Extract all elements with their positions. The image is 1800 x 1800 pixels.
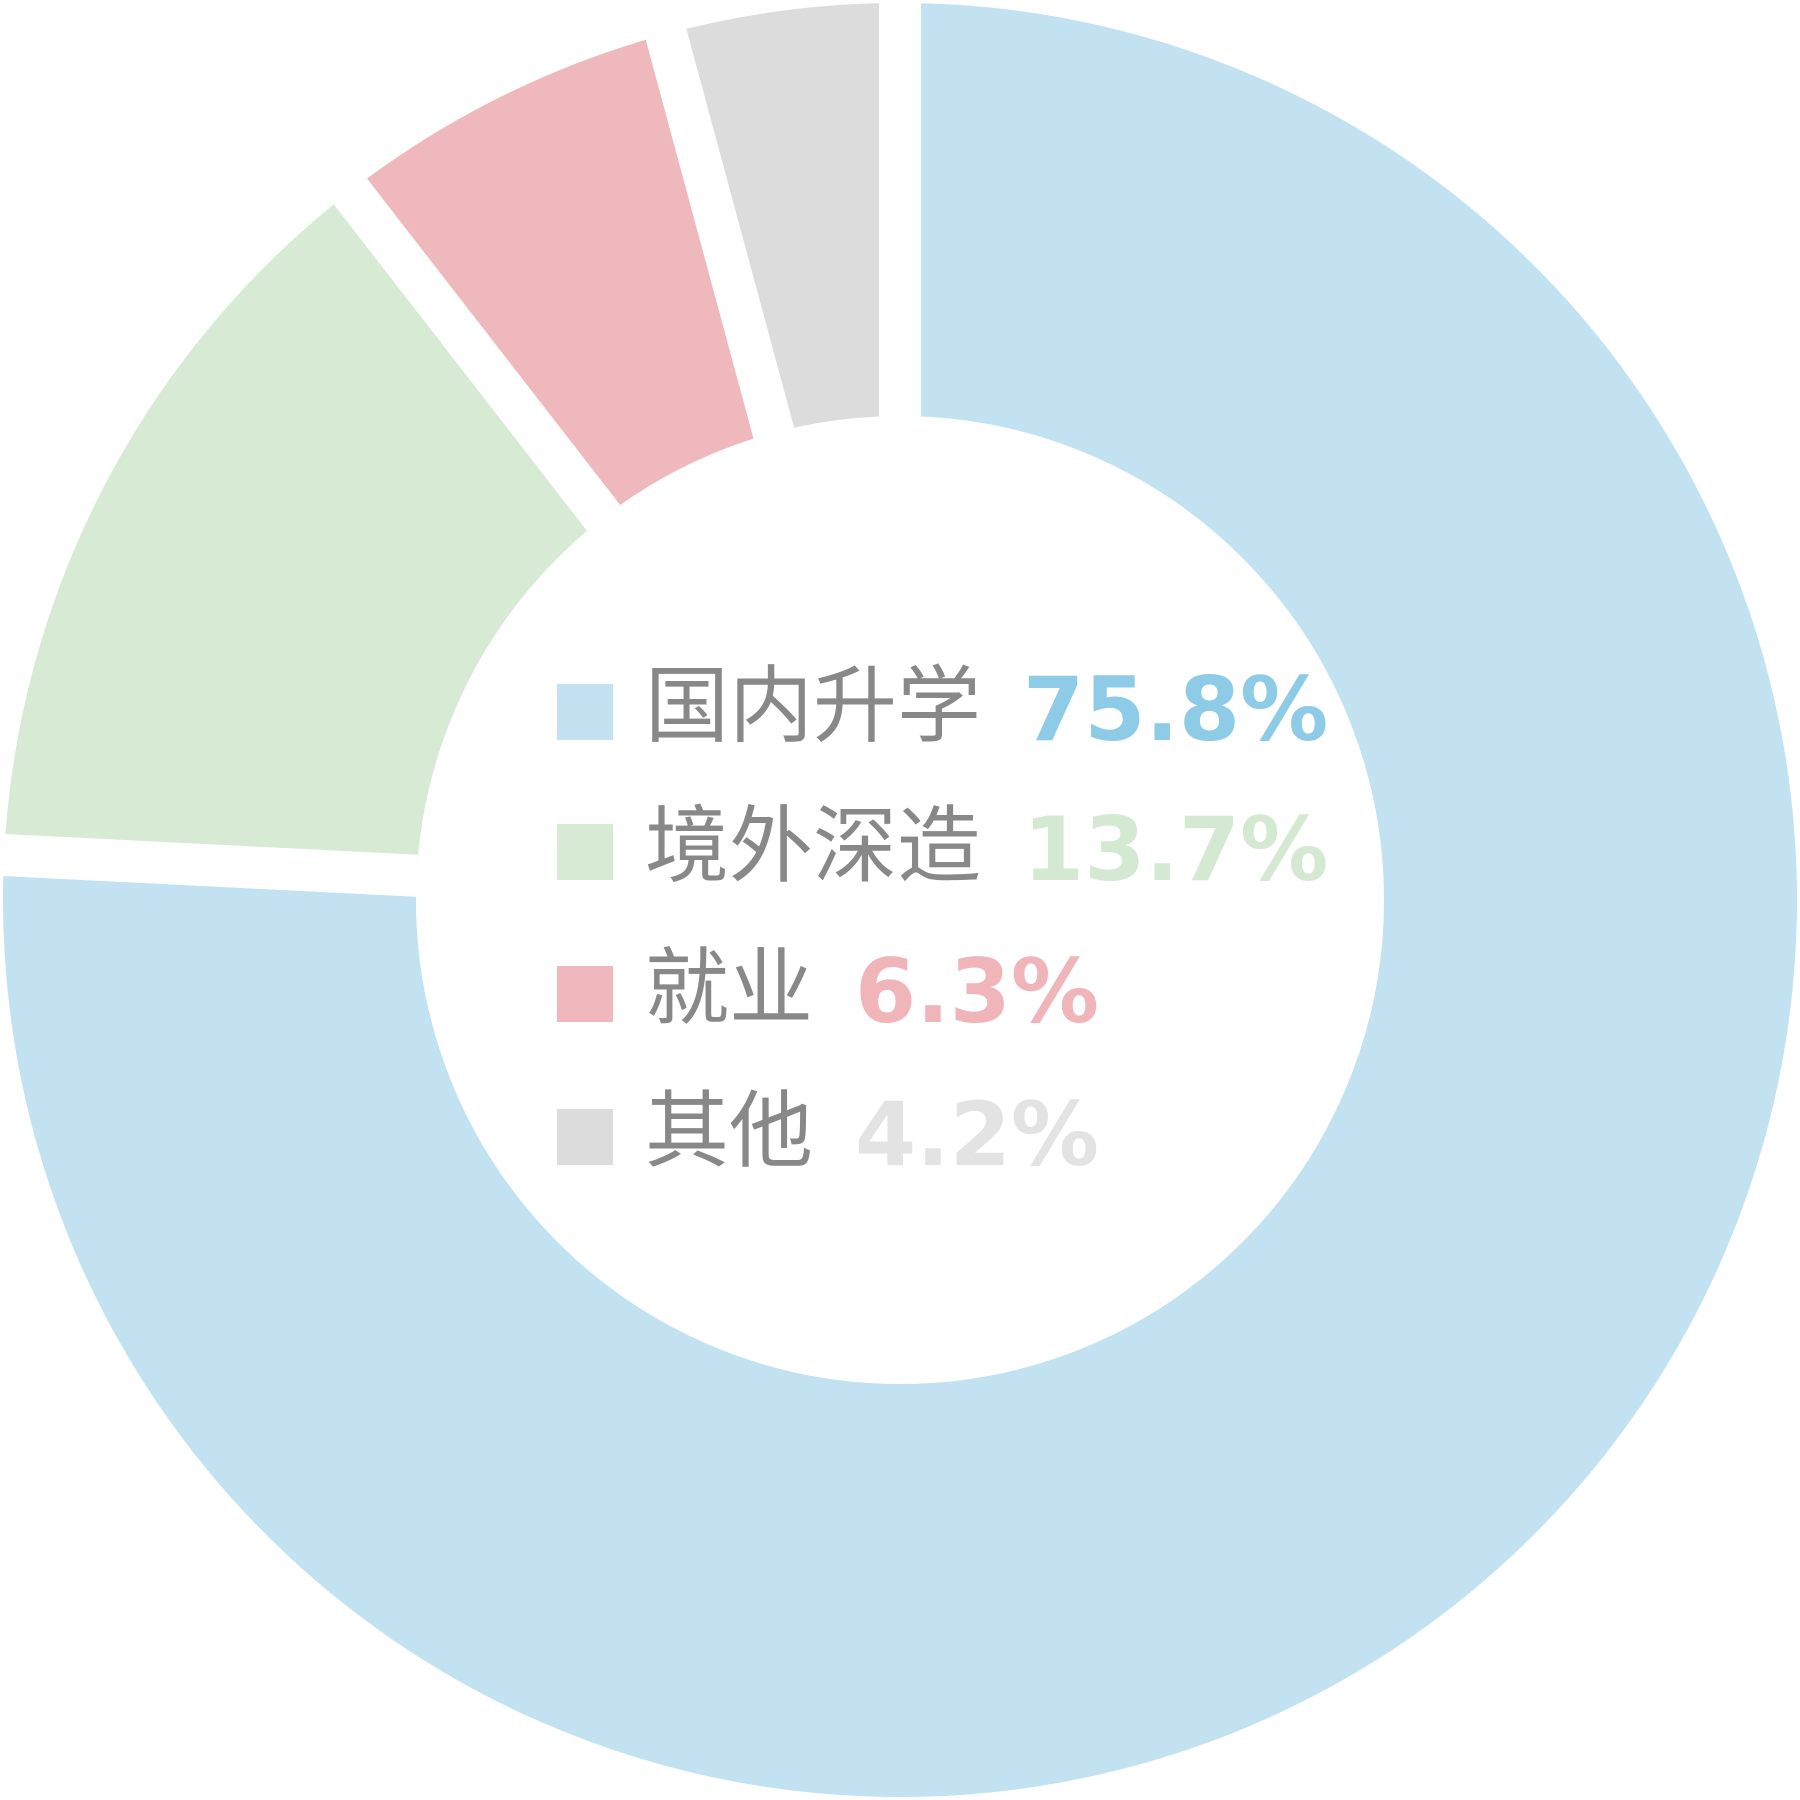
legend-swatch xyxy=(557,824,613,880)
legend-swatch xyxy=(557,966,613,1022)
value-label: 6.3% xyxy=(855,940,1099,1043)
legend-swatch xyxy=(557,684,613,740)
legend-label: 国内升学 xyxy=(645,657,981,755)
value-label: 13.7% xyxy=(1023,798,1328,901)
slice xyxy=(635,0,921,479)
legend-label: 境外深造 xyxy=(645,797,981,895)
value-label: 75.8% xyxy=(1023,658,1328,761)
legend-label: 就业 xyxy=(645,939,813,1037)
legend-swatch xyxy=(557,1109,613,1165)
value-label: 4.2% xyxy=(855,1083,1099,1186)
legend-label: 其他 xyxy=(645,1082,813,1180)
